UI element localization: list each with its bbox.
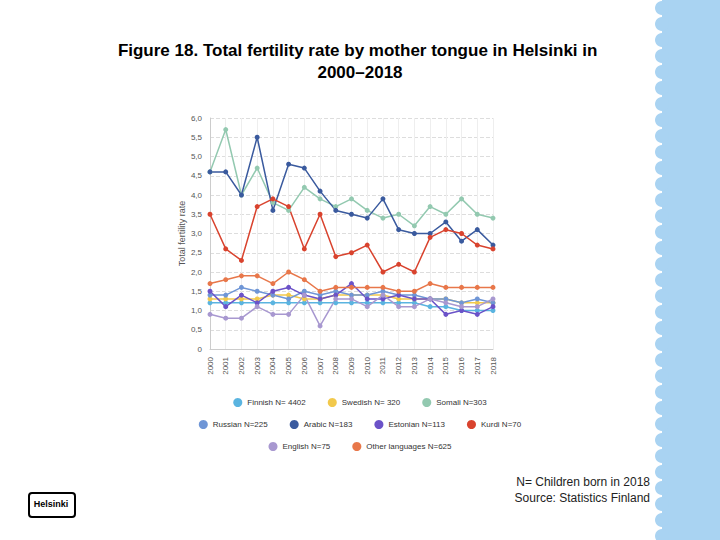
svg-text:2001: 2001: [221, 356, 230, 374]
svg-text:6,0: 6,0: [191, 114, 203, 123]
svg-text:5,0: 5,0: [191, 152, 203, 161]
svg-text:2000–2018: 2000–2018: [317, 63, 402, 82]
svg-text:1,0: 1,0: [191, 306, 203, 315]
svg-text:Helsinki: Helsinki: [34, 499, 69, 509]
svg-text:2007: 2007: [316, 356, 325, 374]
svg-text:4,0: 4,0: [191, 191, 203, 200]
svg-text:2,5: 2,5: [191, 248, 203, 257]
svg-text:2015: 2015: [441, 356, 450, 374]
svg-text:2002: 2002: [237, 356, 246, 374]
svg-text:2003: 2003: [253, 356, 262, 374]
svg-text:2006: 2006: [300, 356, 309, 374]
svg-text:Figure 18. Total fertility rat: Figure 18. Total fertility rate by mothe…: [118, 41, 602, 60]
svg-text:Russian N=225: Russian N=225: [213, 420, 268, 429]
svg-text:Kurdi N=70: Kurdi N=70: [481, 420, 522, 429]
svg-text:English N=75: English N=75: [283, 442, 331, 451]
svg-text:2000: 2000: [206, 356, 215, 374]
svg-text:N= Children born in 2018: N= Children born in 2018: [516, 475, 650, 489]
svg-text:2018: 2018: [489, 356, 498, 374]
svg-text:0,5: 0,5: [191, 325, 203, 334]
svg-text:2016: 2016: [457, 356, 466, 374]
svg-text:5,5: 5,5: [191, 133, 203, 142]
svg-text:4,5: 4,5: [191, 171, 203, 180]
svg-text:Swedish N= 320: Swedish N= 320: [342, 398, 401, 407]
svg-text:2012: 2012: [394, 356, 403, 374]
svg-text:2004: 2004: [268, 356, 277, 374]
svg-text:Somali N=303: Somali N=303: [436, 398, 487, 407]
svg-text:2017: 2017: [473, 356, 482, 374]
svg-text:Source: Statistics Finland: Source: Statistics Finland: [515, 491, 650, 505]
svg-text:2014: 2014: [426, 356, 435, 374]
svg-text:Estonian N=113: Estonian N=113: [388, 420, 445, 429]
svg-text:Finnish N= 4402: Finnish N= 4402: [247, 398, 306, 407]
svg-text:2013: 2013: [410, 356, 419, 374]
svg-text:3,5: 3,5: [191, 210, 203, 219]
svg-text:Arabic N=183: Arabic N=183: [304, 420, 353, 429]
svg-text:2009: 2009: [347, 356, 356, 374]
svg-text:Total fertility rate: Total fertility rate: [177, 201, 187, 267]
svg-text:0: 0: [198, 345, 203, 354]
svg-text:2008: 2008: [331, 356, 340, 374]
svg-text:3,0: 3,0: [191, 229, 203, 238]
svg-text:2010: 2010: [363, 356, 372, 374]
svg-text:2,0: 2,0: [191, 268, 203, 277]
svg-text:2011: 2011: [378, 356, 387, 374]
svg-text:1,5: 1,5: [191, 287, 203, 296]
svg-text:2005: 2005: [284, 356, 293, 374]
svg-text:Other languages N=625: Other languages N=625: [366, 442, 452, 451]
